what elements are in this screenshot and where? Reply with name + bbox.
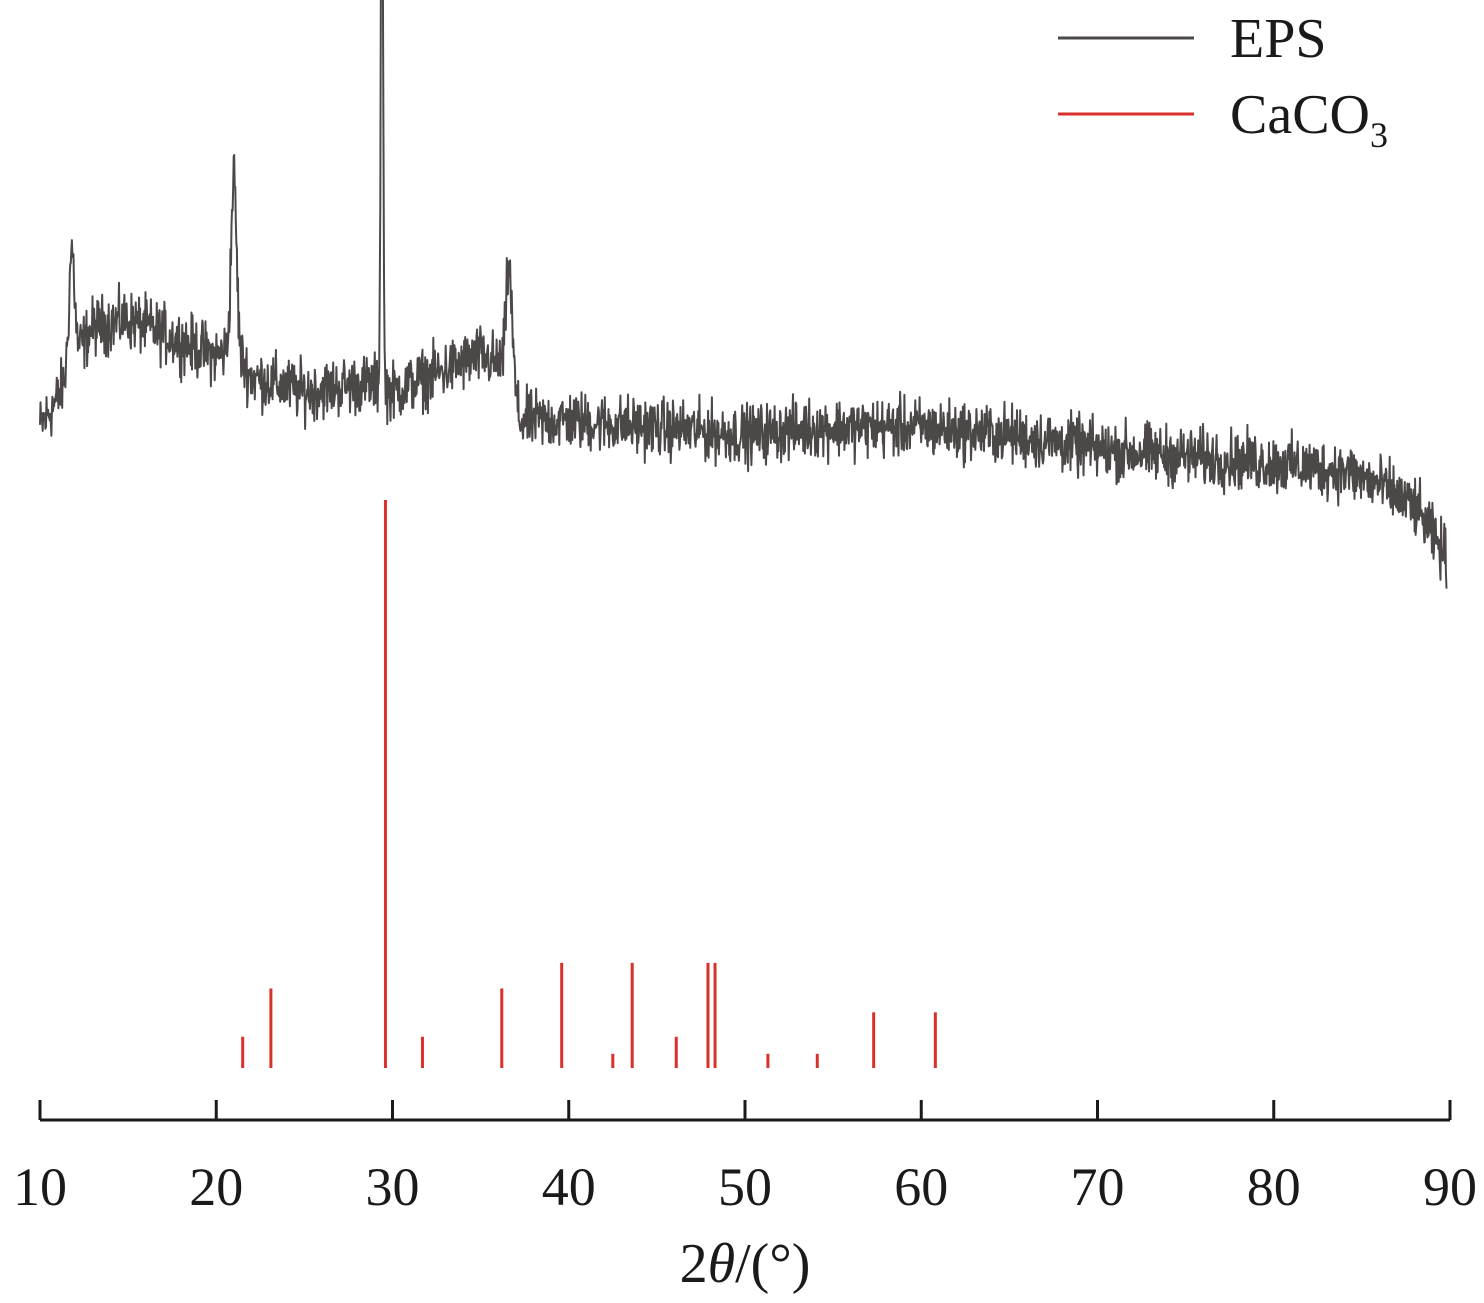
x-tick-label-30: 30 [366,1157,420,1217]
caco3-series [241,500,937,1068]
legend: EPS CaCO3 [1058,8,1388,155]
x-axis-title-theta: θ [708,1233,736,1295]
x-axis-title-post: /(°) [735,1233,810,1295]
x-axis-title: 2θ/(°) [680,1233,811,1295]
x-tick-label-60: 60 [894,1157,948,1217]
x-tick-label-40: 40 [542,1157,596,1217]
legend-label-caco3-sub: 3 [1370,115,1388,155]
x-axis: 10 20 30 40 50 60 70 80 90 [13,1100,1477,1217]
legend-label-caco3: CaCO3 [1230,84,1388,155]
legend-label-caco3-base: CaCO [1230,84,1370,146]
x-axis-title-pre: 2 [680,1233,708,1295]
x-tick-label-50: 50 [718,1157,772,1217]
eps-series [39,0,1448,589]
x-tick-label-10: 10 [13,1157,67,1217]
x-tick-label-70: 70 [1071,1157,1125,1217]
x-tick-label-90: 90 [1423,1157,1477,1217]
x-tick-label-20: 20 [189,1157,243,1217]
x-tick-label-80: 80 [1247,1157,1301,1217]
eps-trace [39,0,1448,589]
legend-label-eps: EPS [1230,8,1327,70]
